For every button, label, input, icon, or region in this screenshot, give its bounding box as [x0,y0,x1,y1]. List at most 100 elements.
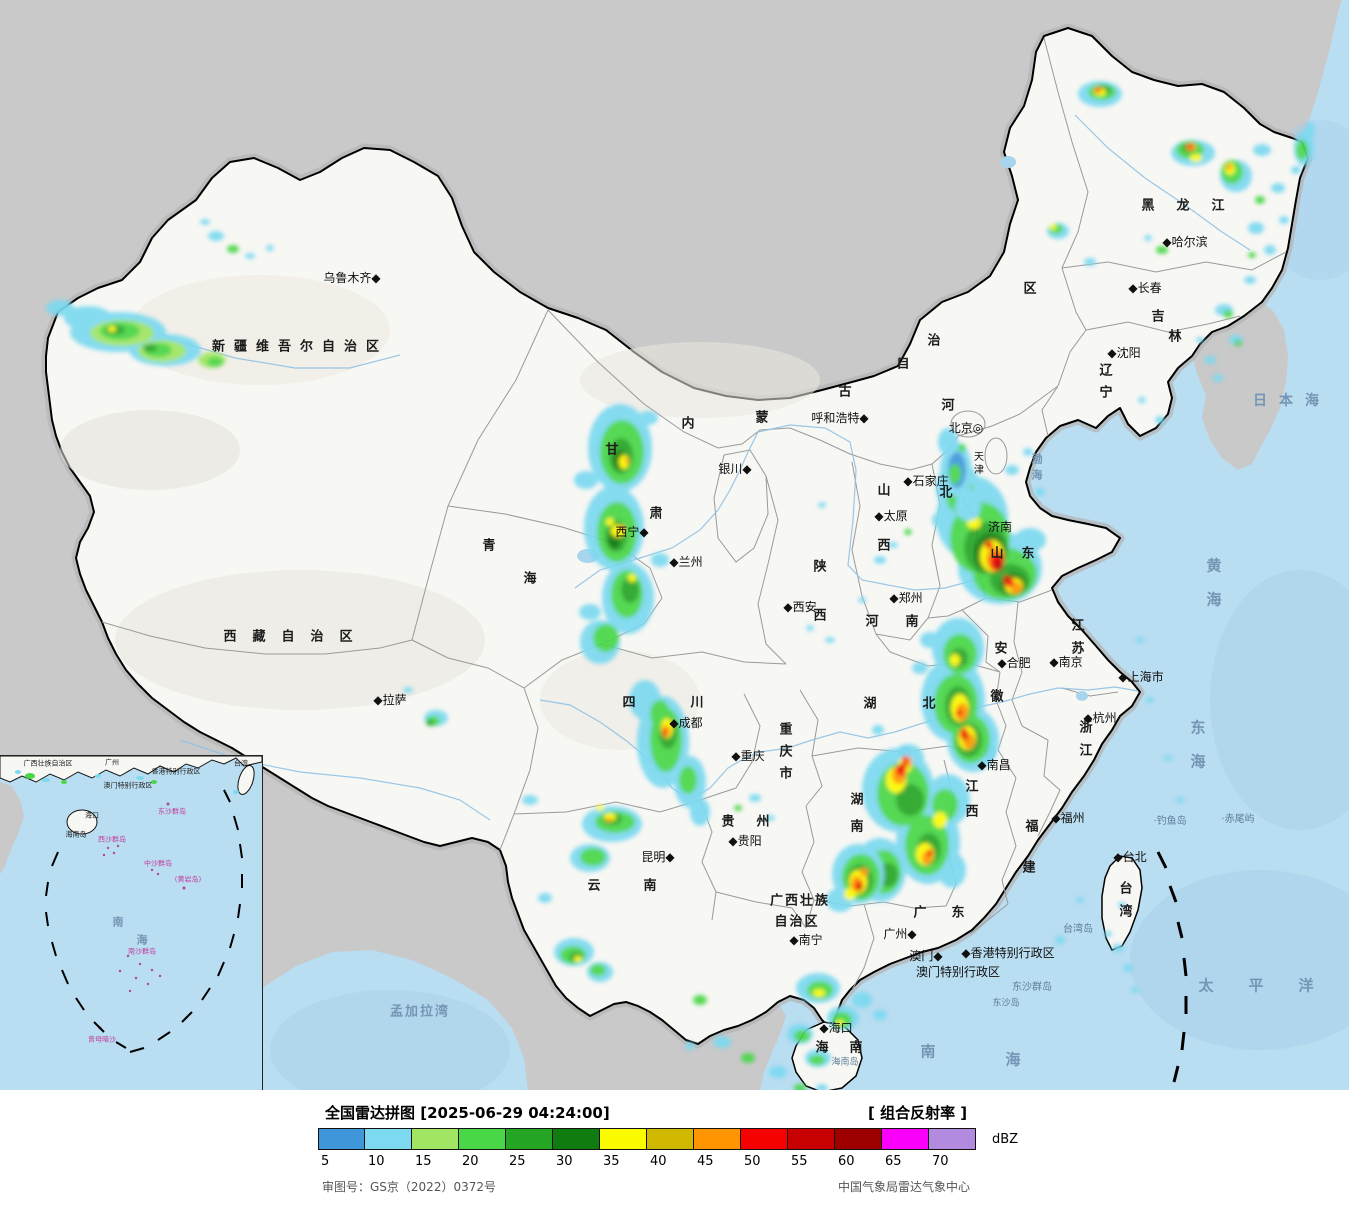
legend-tick-label: 5 [321,1154,330,1169]
legend-tick-label: 10 [368,1154,385,1169]
radar-echo [151,780,157,784]
legend-swatch-15 [412,1128,459,1150]
radar-map: 新疆维吾尔自治区 西藏自治区青海甘肃内蒙古自治区黑龙江吉林辽宁河北山西山东陕西河南… [0,0,1349,1090]
radar-echo [1305,122,1315,138]
radar-echo [1234,340,1242,346]
radar-echo [958,444,966,452]
legend-swatch-40 [647,1128,694,1150]
legend-swatch-50 [741,1128,788,1150]
radar-echo [902,756,908,764]
radar-echo [888,542,898,548]
legend-tick-label: 20 [462,1154,479,1169]
legend-swatch-55 [788,1128,835,1150]
legend-swatch-65 [882,1128,929,1150]
radar-echo [947,495,957,505]
radar-echo [813,989,825,997]
radar-echo [858,597,866,603]
radar-echo [1156,246,1168,254]
radar-echo [852,992,872,1008]
radar-echo [806,625,814,631]
legend-tick-label: 25 [509,1154,526,1169]
inset-hainan [66,809,98,835]
radar-echo [628,574,636,582]
radar-echo [1164,755,1172,761]
radar-echo [25,773,35,779]
inset-nine-dash-line [45,789,243,1053]
legend-swatch-45 [694,1128,741,1150]
radar-echo [713,1036,731,1048]
radar-echo [818,502,826,508]
radar-echo [1190,154,1202,162]
radar-echo [606,818,612,822]
radar-echo [765,815,775,821]
radar-echo [266,245,274,251]
radar-echo [46,300,74,316]
radar-echo [426,720,434,726]
inset-mainland [0,756,262,783]
radar-echo [538,893,552,903]
radar-echo [896,784,924,816]
legend-swatch-10 [365,1128,412,1150]
radar-echo [873,1010,887,1020]
radar-echo [1244,276,1256,284]
east-ocean [760,0,1349,1090]
legend-swatch-25 [506,1128,553,1150]
legend-tick-label: 65 [885,1154,902,1169]
legend-swatch-35 [600,1128,647,1150]
songhua-river [1074,114,1251,251]
radar-echo [679,766,697,794]
radar-echo [1084,258,1096,266]
radar-echo [1296,140,1308,160]
legend-title: 全国雷达拼图 [2025-06-29 04:24:00] [325,1104,610,1122]
radar-echo [1003,575,1009,581]
radar-echo [1005,465,1019,475]
radar-echo [734,805,742,811]
inset-taiwan [237,765,255,795]
legend-swatch-70 [929,1128,976,1150]
legend-credit: 中国气象局雷达气象中心 [838,1180,971,1194]
radar-echo [574,956,582,962]
radar-echo [621,577,639,603]
radar-echo [860,868,868,876]
radar-echo [108,326,116,332]
radar-echo [794,1030,810,1042]
radar-echo [638,411,658,425]
radar-echo [932,512,948,528]
radar-echo [200,219,210,225]
radar-echo [574,471,598,489]
legend-panel: 全国雷达拼图 [2025-06-29 04:24:00] [ 组合反射率 ] 5… [0,1090,1349,1208]
radar-echo [1223,310,1233,318]
radar-echo [596,805,604,811]
radar-echo [522,795,538,805]
radar-echo [985,541,993,549]
radar-echo [1279,216,1289,224]
radar-echo [208,231,224,241]
radar-echo [964,734,968,740]
china-map-svg [0,0,1349,1090]
inset-vietnam [0,782,24,874]
legend-tick-label: 60 [838,1154,855,1169]
legend-tick-label: 40 [650,1154,667,1169]
yellow-river [574,424,1031,591]
radar-echo [832,1012,852,1028]
radar-echo [998,564,1002,570]
legend-tick-label: 15 [415,1154,432,1169]
inset-svg [0,756,262,1053]
radar-echo [593,624,619,652]
radar-echo [1187,144,1193,148]
bay-of-bengal [262,950,528,1090]
radar-echo [844,888,856,900]
radar-echo [590,964,606,976]
legend-swatch-30 [553,1128,600,1150]
radar-echo [1136,637,1144,643]
inset-island-dots [98,802,186,1030]
radar-echo [912,662,928,674]
legend-tick-label: 30 [556,1154,573,1169]
china-landmass [45,27,1309,1045]
radar-echo [1050,224,1056,230]
radar-echo [61,780,67,784]
radar-echo [606,518,614,526]
radar-echo [663,729,667,737]
radar-echo-layer [46,81,1315,1090]
